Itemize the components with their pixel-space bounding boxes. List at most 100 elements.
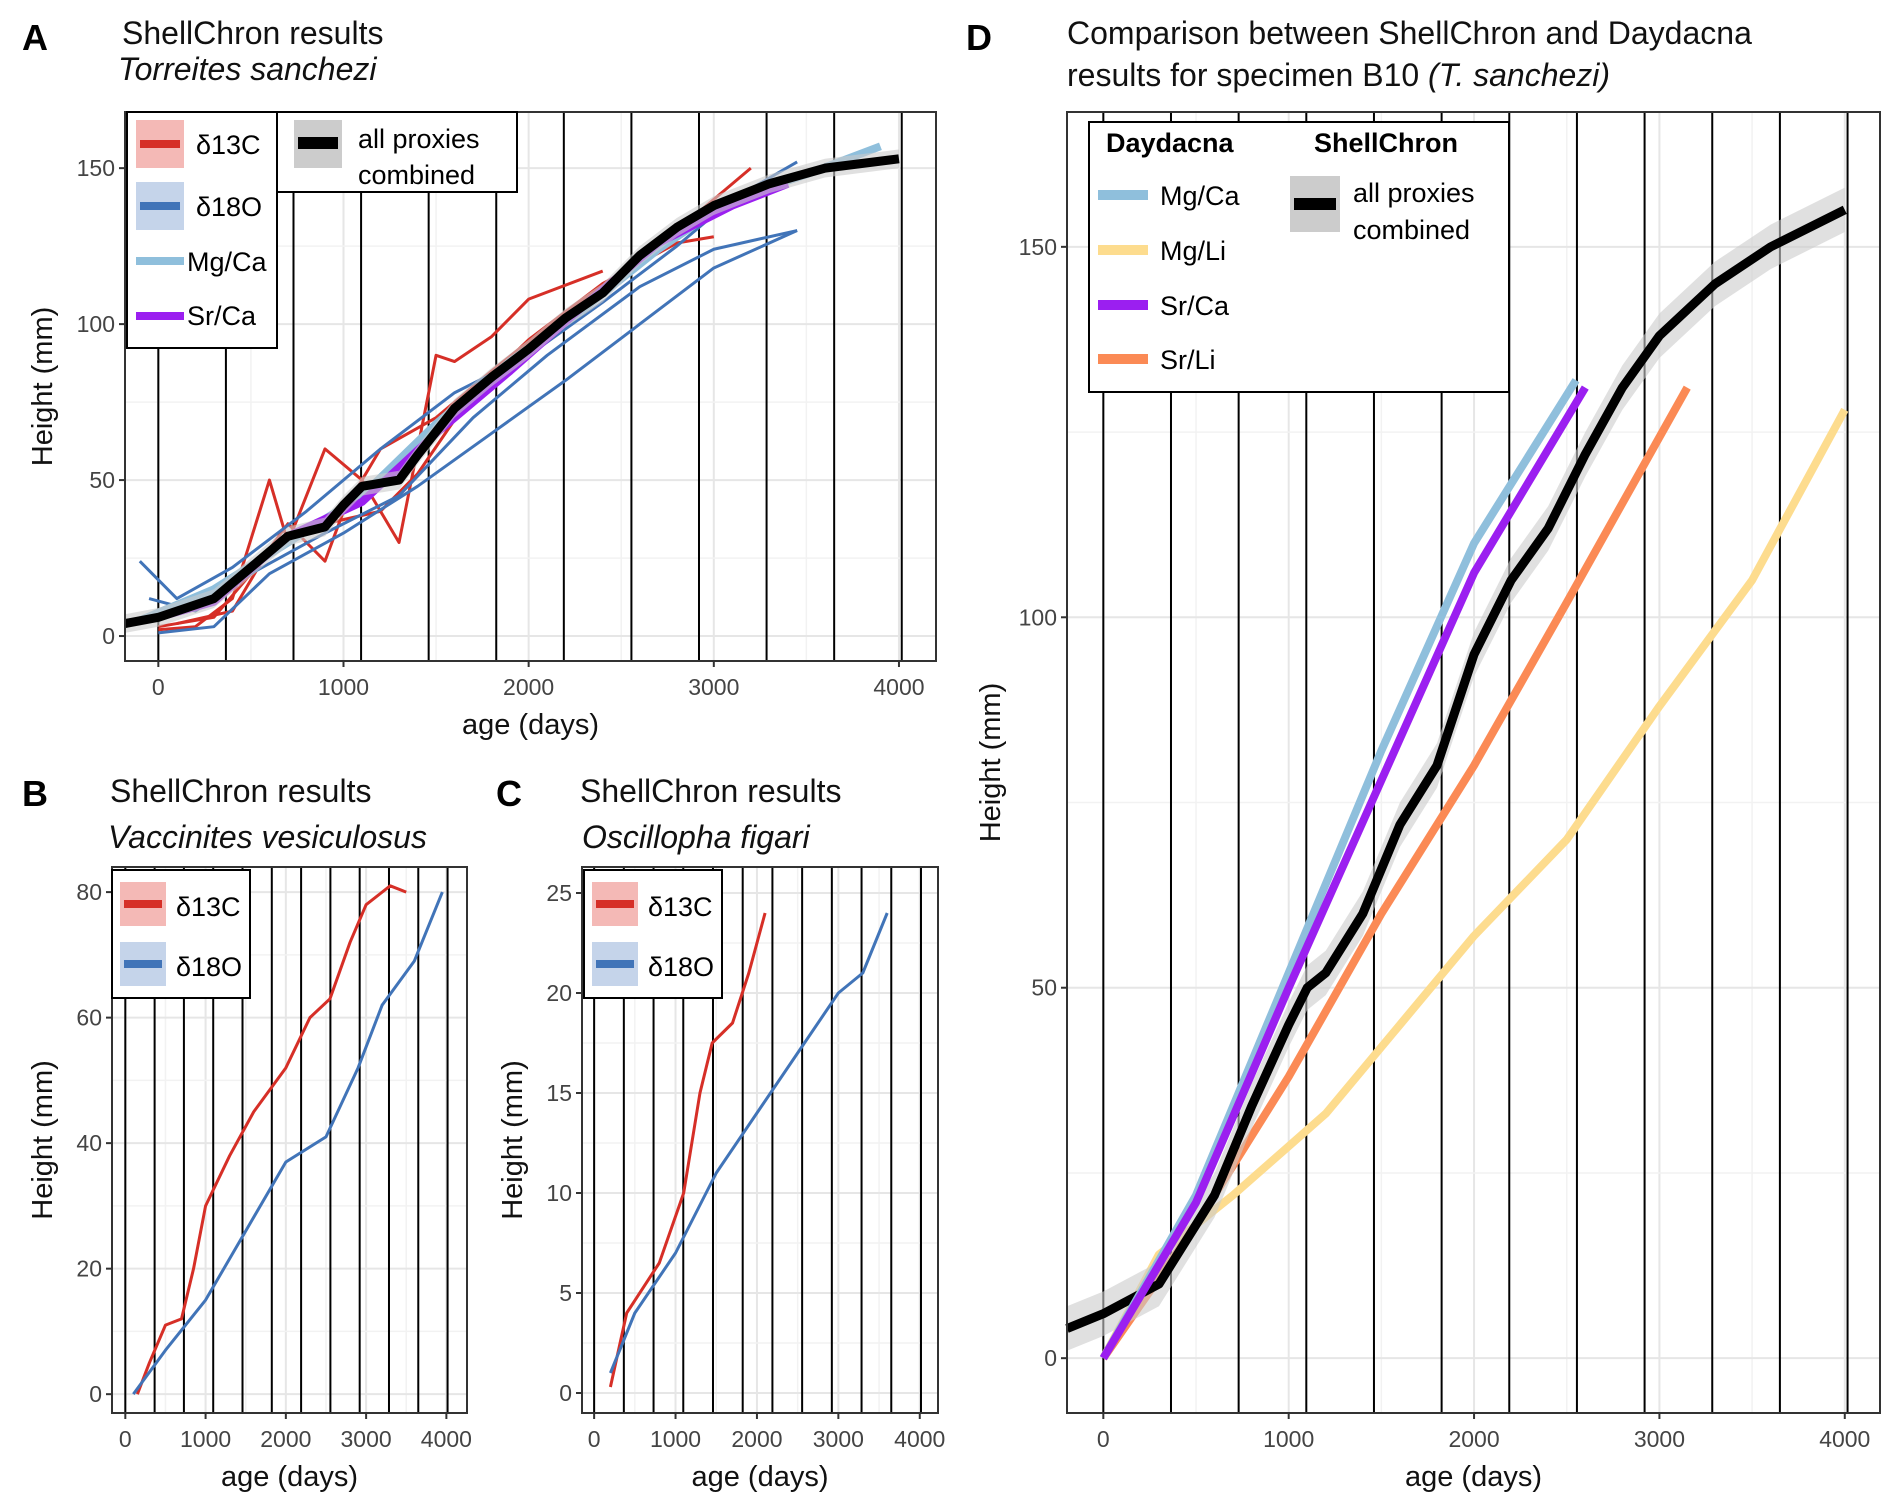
y-tick-label: 0 <box>1044 1345 1057 1371</box>
x-axis-label: age (days) <box>1405 1461 1542 1493</box>
y-tick-label: 5 <box>559 1280 572 1306</box>
y-tick-label: 0 <box>89 1381 102 1407</box>
y-tick-label: 150 <box>77 155 115 181</box>
legend-swatch-srli <box>1098 354 1148 364</box>
legend-swatch-d13c <box>140 140 180 148</box>
x-tick-label: 0 <box>152 674 165 700</box>
panel-label-a: A <box>22 17 48 58</box>
series-line-combined <box>124 154 900 628</box>
panel-b-subtitle: Vaccinites vesiculosus <box>108 819 427 855</box>
legend-label-srli: Sr/Li <box>1160 345 1216 375</box>
legend-label-combined-2: combined <box>358 160 475 190</box>
plot-border <box>111 866 468 1414</box>
x-tick-label: 2000 <box>1448 1426 1499 1452</box>
legend-b: δ13C δ18O <box>111 869 251 999</box>
x-axis-label: age (days) <box>691 1461 828 1493</box>
series-line-d18o <box>138 160 798 601</box>
legend-d: Daydacna ShellChron Mg/Ca Mg/Li Sr/Ca Sr… <box>1088 121 1510 393</box>
plot-border <box>124 111 937 662</box>
panel-d-subtitle-text: results for specimen B10 <box>1067 57 1419 93</box>
x-tick-label: 1000 <box>318 674 369 700</box>
y-tick-label: 80 <box>76 879 102 905</box>
y-tick-label: 20 <box>546 980 572 1006</box>
legend-label-d13c: δ13C <box>176 892 241 922</box>
y-tick-label: 50 <box>89 467 115 493</box>
legend-swatch-mgca <box>136 257 184 265</box>
legend-label-d13c: δ13C <box>196 130 261 160</box>
panel-d-title: Comparison between ShellChron and Daydac… <box>1067 15 1752 51</box>
x-tick-label: 1000 <box>180 1426 231 1452</box>
legend-label-combined-2: combined <box>1353 215 1470 245</box>
x-tick-label: 1000 <box>1263 1426 1314 1452</box>
panel-a-subtitle: Torreites sanchezi <box>118 51 377 87</box>
panel-label-d: D <box>966 17 992 58</box>
plot-b: 0 1000 2000 3000 4000 0 20 40 60 80 age (days) Heig… <box>27 866 472 1493</box>
x-tick-label: 4000 <box>1819 1426 1870 1452</box>
panel-c-subtitle: Oscillopha figari <box>582 819 811 855</box>
legend-label-d18o: δ18O <box>196 192 262 222</box>
y-tick-label: 0 <box>559 1380 572 1406</box>
y-axis-label: Height (mm) <box>497 1060 529 1220</box>
legend-label-mgca: Mg/Ca <box>1160 181 1241 211</box>
legend-swatch-d13c <box>596 900 634 908</box>
series-line-d18o <box>132 891 444 1396</box>
legend-label-mgca: Mg/Ca <box>187 247 268 277</box>
y-axis-label: Height (mm) <box>975 683 1007 843</box>
y-tick-label: 10 <box>546 1180 572 1206</box>
y-tick-label: 20 <box>76 1256 102 1282</box>
legend-swatch-d13c <box>124 900 162 908</box>
x-axis-label: age (days) <box>462 709 599 741</box>
x-tick-label: 0 <box>1097 1426 1110 1452</box>
x-tick-label: 3000 <box>1634 1426 1685 1452</box>
y-tick-label: 40 <box>76 1130 102 1156</box>
legend-a: δ13C δ18O Mg/Ca Sr/Ca all proxies combin… <box>126 111 518 349</box>
x-tick-label: 4000 <box>421 1426 472 1452</box>
panel-label-c: C <box>496 773 522 814</box>
x-tick-label: 0 <box>588 1426 601 1452</box>
y-tick-label: 100 <box>1019 604 1057 630</box>
x-tick-label: 3000 <box>813 1426 864 1452</box>
x-tick-label: 1000 <box>650 1426 701 1452</box>
legend-label-mgli: Mg/Li <box>1160 236 1226 266</box>
series-line-d13c <box>608 912 767 1388</box>
y-tick-label: 50 <box>1031 975 1057 1001</box>
x-tick-label: 2000 <box>260 1426 311 1452</box>
legend-label-d13c: δ13C <box>648 892 713 922</box>
x-tick-label: 4000 <box>894 1426 945 1452</box>
legend-label-srca: Sr/Ca <box>1160 291 1230 321</box>
y-axis-label: Height (mm) <box>27 307 59 467</box>
y-tick-label: 100 <box>77 311 115 337</box>
legend-label-d18o: δ18O <box>648 952 714 982</box>
x-tick-label: 2000 <box>731 1426 782 1452</box>
panel-d-subtitle-species: (T. sanchezi) <box>1428 57 1610 93</box>
legend-label-combined-1: all proxies <box>358 124 480 154</box>
panel-a-title: ShellChron results <box>122 15 383 51</box>
legend-swatch-combined <box>1294 198 1336 210</box>
series-line-d18o <box>609 912 889 1374</box>
panel-c-title: ShellChron results <box>580 773 841 809</box>
x-tick-label: 2000 <box>503 674 554 700</box>
legend-label-d18o: δ18O <box>176 952 242 982</box>
legend-swatch-combined <box>298 137 338 149</box>
legend-label-combined-1: all proxies <box>1353 178 1475 208</box>
legend-swatch-d18o <box>124 960 162 968</box>
x-axis-label: age (days) <box>221 1461 358 1493</box>
legend-c: δ13C δ18O <box>583 869 723 999</box>
plot-border <box>581 866 939 1414</box>
x-tick-label: 0 <box>119 1426 132 1452</box>
y-tick-label: 25 <box>546 880 572 906</box>
y-tick-label: 150 <box>1019 234 1057 260</box>
series-line-d18o <box>158 229 798 635</box>
legend-group-daydacna: Daydacna <box>1106 128 1235 158</box>
series-line-srca <box>1099 385 1589 1361</box>
panel-label-b: B <box>22 773 48 814</box>
legend-swatch-srca <box>136 312 184 320</box>
legend-swatch-d18o <box>140 202 180 210</box>
series-line-d13c <box>135 884 407 1395</box>
legend-label-srca: Sr/Ca <box>187 301 257 331</box>
legend-swatch-d18o <box>596 960 634 968</box>
panel-b-title: ShellChron results <box>110 773 371 809</box>
legend-swatch-srca <box>1098 300 1148 310</box>
series-line-combined <box>1065 205 1847 1333</box>
